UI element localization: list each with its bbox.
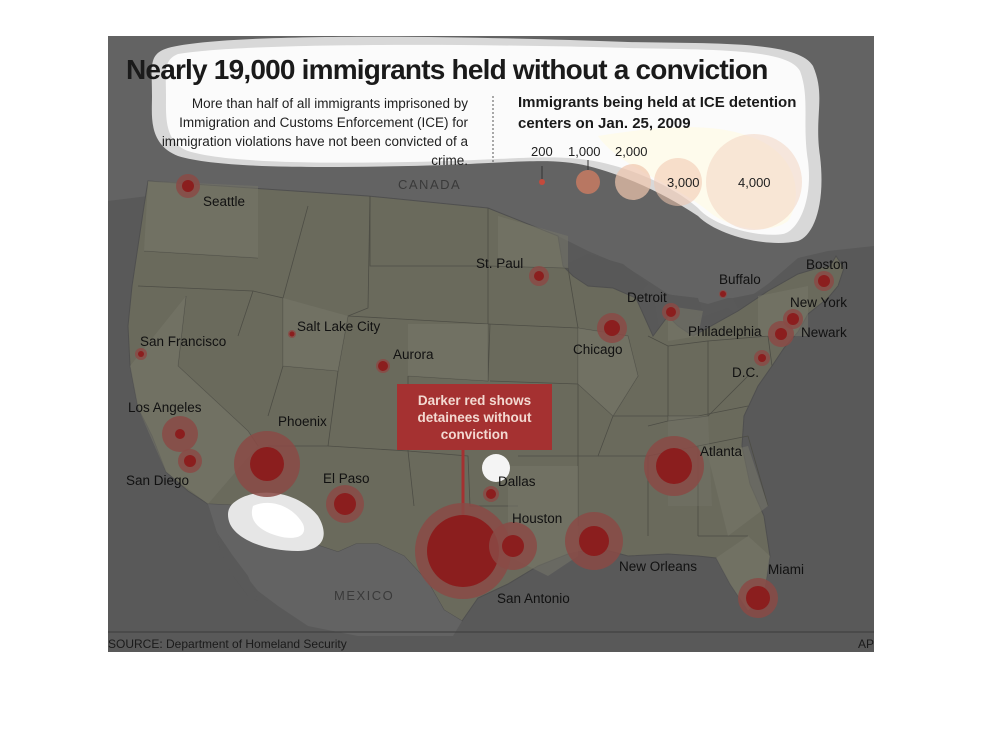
legend-size-4000: 4,000 — [738, 175, 771, 190]
marker-san-antonio — [415, 503, 511, 599]
callout-box: Darker red shows detainees without convi… — [397, 384, 552, 450]
legend-circles — [539, 134, 802, 230]
label-philadelphia: Philadelphia — [688, 324, 762, 339]
marker-el-paso — [326, 485, 364, 523]
region-mexico: MEXICO — [334, 588, 395, 603]
legend-title-line1: Immigrants being held at ICE detention — [518, 94, 797, 111]
marker-dc — [754, 350, 770, 366]
label-san-francisco: San Francisco — [140, 334, 227, 349]
marker-salt-lake-city — [288, 330, 296, 338]
detention-markers — [135, 174, 834, 618]
lake-superior — [563, 254, 648, 298]
label-buffalo: Buffalo — [719, 272, 761, 287]
map-graphic: Nearly 19,000 immigrants held without a … — [108, 36, 874, 652]
label-san-antonio: San Antonio — [497, 591, 570, 606]
label-el-paso: El Paso — [323, 471, 370, 486]
label-phoenix: Phoenix — [278, 414, 327, 429]
label-new-york: New York — [790, 295, 848, 310]
marker-dallas — [483, 486, 499, 502]
label-miami: Miami — [768, 562, 804, 577]
marker-seattle — [176, 174, 200, 198]
label-detroit: Detroit — [627, 290, 667, 305]
label-los-angeles: Los Angeles — [128, 400, 202, 415]
marker-chicago — [597, 313, 627, 343]
marker-san-diego — [178, 449, 202, 473]
map-title: Nearly 19,000 immigrants held without a … — [126, 54, 768, 85]
marker-miami — [738, 578, 778, 618]
label-salt-lake-city: Salt Lake City — [297, 319, 381, 334]
label-houston: Houston — [512, 511, 563, 526]
marker-st-paul — [529, 266, 549, 286]
legend-size-2000: 2,000 — [615, 144, 648, 159]
intro-text: More than half of all immigrants impriso… — [161, 96, 468, 168]
label-st-paul: St. Paul — [476, 256, 524, 271]
gulf-of-california — [216, 531, 258, 601]
legend-size-1000: 1,000 — [568, 144, 601, 159]
map-svg — [108, 36, 874, 652]
marker-los-angeles — [162, 416, 198, 452]
marker-detroit — [662, 303, 680, 321]
marker-atlanta — [644, 436, 704, 496]
label-dallas: Dallas — [498, 474, 536, 489]
marker-san-francisco — [135, 348, 147, 360]
source-text: SOURCE: Department of Homeland Security — [108, 637, 347, 651]
marker-aurora — [376, 359, 390, 373]
region-canada: CANADA — [398, 177, 462, 192]
footer: SOURCE: Department of Homeland Security … — [108, 635, 874, 652]
legend-size-3000: 3,000 — [667, 175, 700, 190]
marker-boston — [814, 271, 834, 291]
label-dc: D.C. — [732, 365, 759, 380]
legend-title: Immigrants being held at ICE detention c… — [518, 92, 796, 134]
label-san-diego: San Diego — [126, 473, 190, 488]
label-new-orleans: New Orleans — [619, 559, 698, 574]
marker-new-orleans — [565, 512, 623, 570]
label-aurora: Aurora — [393, 347, 434, 362]
label-newark: Newark — [801, 325, 847, 340]
label-chicago: Chicago — [573, 342, 623, 357]
label-boston: Boston — [806, 257, 849, 272]
white-blobs — [228, 454, 510, 551]
marker-houston — [489, 522, 537, 570]
marker-phoenix — [234, 431, 300, 497]
label-seattle: Seattle — [203, 194, 246, 209]
credit-text: AP — [857, 637, 874, 651]
label-atlanta: Atlanta — [700, 444, 743, 459]
legend-size-200: 200 — [531, 144, 553, 159]
marker-buffalo — [719, 290, 727, 298]
marker-newark — [768, 321, 794, 347]
legend-title-line2: centers on Jan. 25, 2009 — [518, 115, 691, 132]
